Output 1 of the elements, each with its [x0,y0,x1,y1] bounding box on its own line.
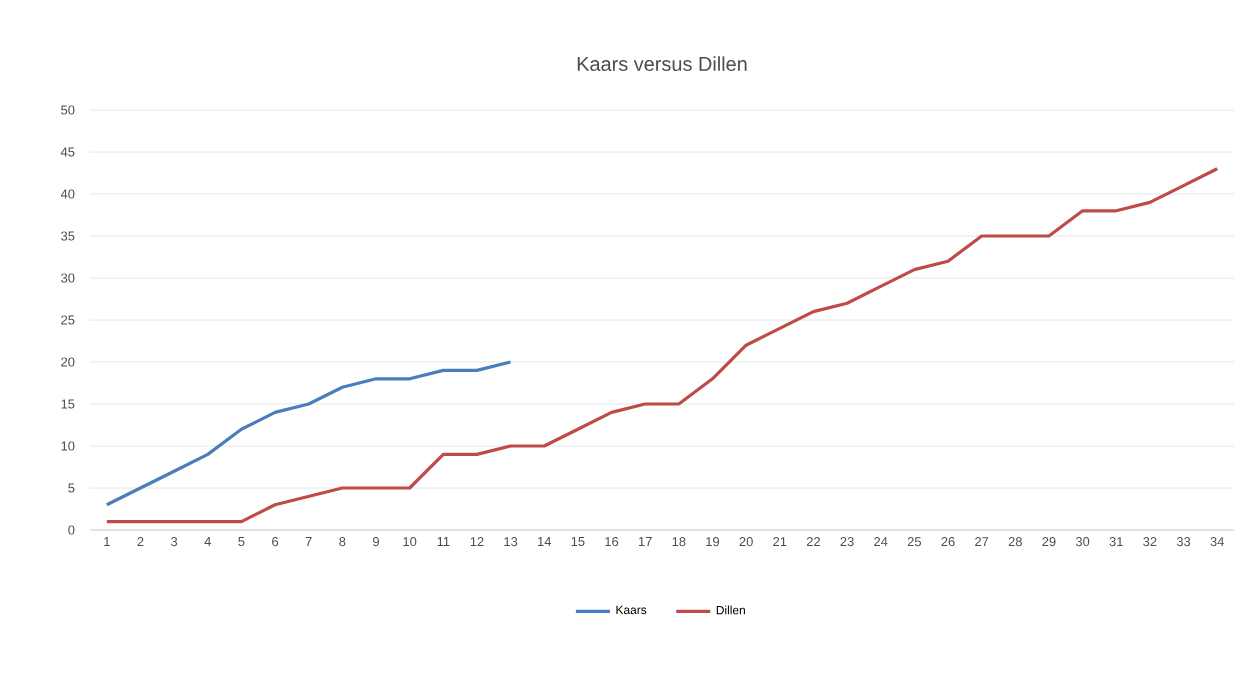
chart-title: Kaars versus Dillen [577,56,747,71]
